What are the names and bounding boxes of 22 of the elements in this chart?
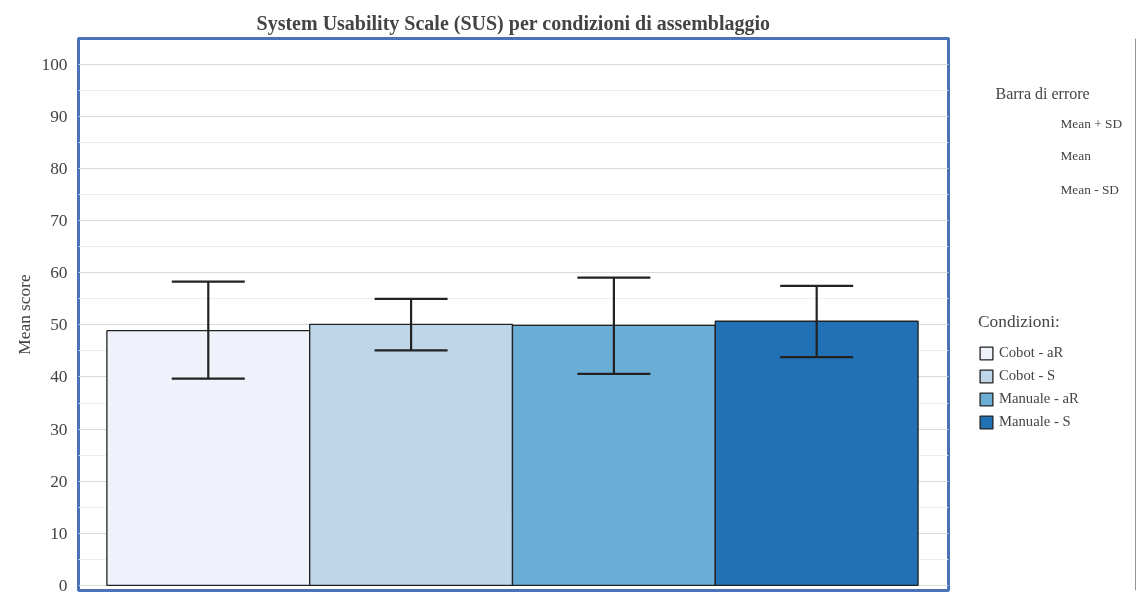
y-tick-label: 30 [50,419,68,439]
y-tick-label: 10 [50,523,68,543]
text: Mean [1060,147,1092,163]
legend-title: Condizioni: [978,312,1061,332]
y-tick-label: 0 [58,575,68,595]
legend-label: Cobot - S [999,367,1056,384]
y-tick-label: 80 [50,159,68,179]
text: Barra di errore [995,84,1090,102]
legend-label: Cobot - aR [999,344,1064,361]
text: Mean - SD [1060,181,1120,197]
y-axis-title: Mean score [14,274,34,355]
y-tick-label: 40 [50,367,68,387]
y-tick-label: 100 [41,55,68,75]
y-tick-label: 50 [50,315,68,335]
legend-label: Manuale - S [999,413,1071,430]
legend-label: Manuale - aR [999,390,1079,407]
y-tick-label: 60 [50,263,68,283]
y-tick-label: 20 [50,471,68,491]
text: Mean + SD [1060,115,1123,131]
y-tick-label: 70 [50,211,68,231]
y-tick-label: 90 [50,107,68,127]
chart-title: System Usability Scale (SUS) per condizioni di assemblaggio [256,11,771,35]
